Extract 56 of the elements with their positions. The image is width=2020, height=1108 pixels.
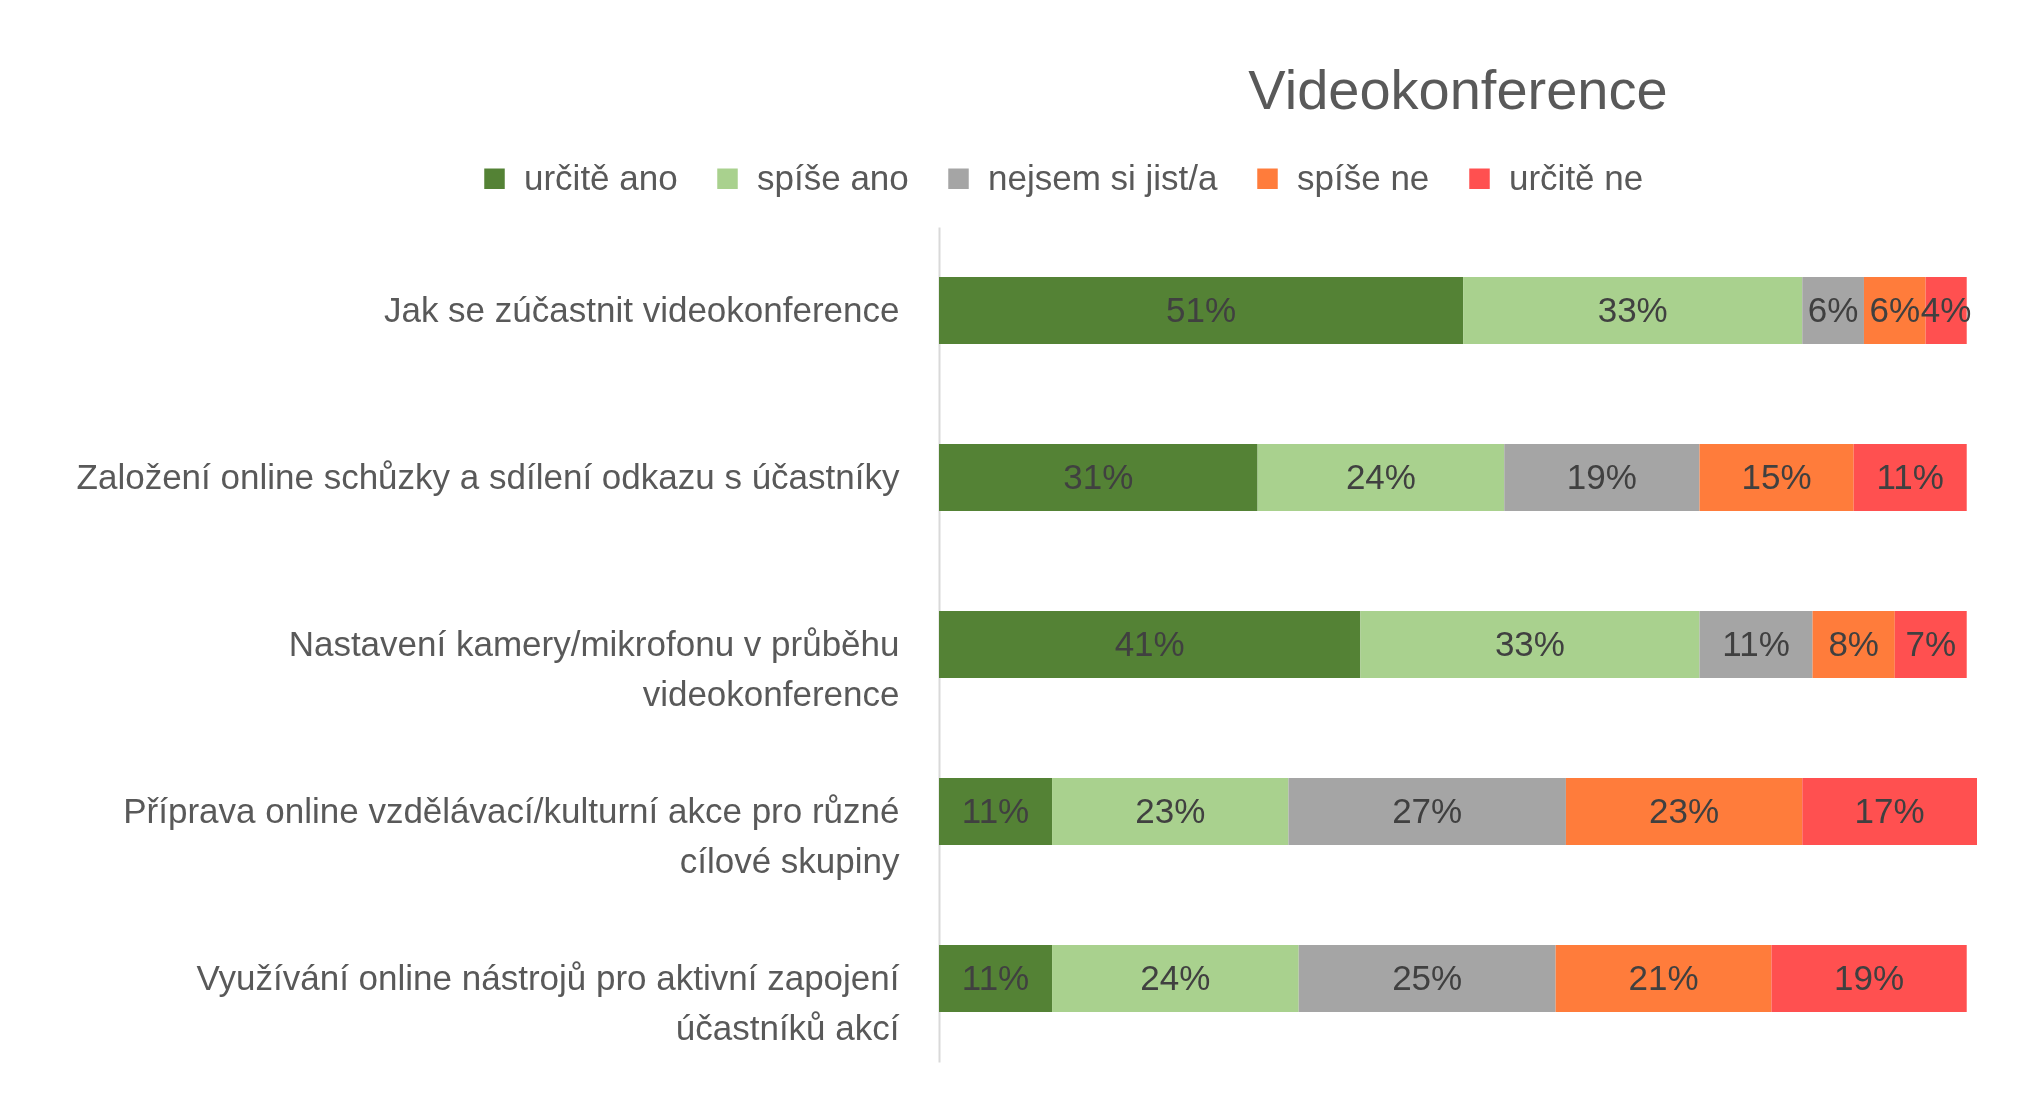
bar — [939, 444, 1258, 511]
bar — [1052, 778, 1289, 845]
bar — [1699, 611, 1813, 678]
bar — [1257, 444, 1505, 511]
data-label: 33% — [1494, 623, 1565, 663]
bar — [1771, 945, 1967, 1012]
y-tick-label: Založení online schůzky a sdílení odkazu s účastníky — [76, 456, 900, 496]
data-label: 41% — [1114, 623, 1185, 663]
bar — [939, 945, 1053, 1012]
data-label: 31% — [1063, 456, 1134, 496]
data-label: 17% — [1854, 790, 1925, 830]
chart-title: Videokonference — [1248, 58, 1668, 121]
bar — [1565, 778, 1803, 845]
data-label: 6% — [1869, 289, 1921, 329]
data-label: 11% — [961, 790, 1030, 830]
legend-label: určitě ne — [1509, 157, 1644, 197]
data-label: 6% — [1807, 289, 1859, 329]
data-label: 19% — [1834, 957, 1905, 997]
y-tick-label: Využívání online nástrojů pro aktivní zapojení účastníků akcí — [196, 957, 900, 1047]
legend-label: spíše ano — [757, 157, 909, 197]
bar — [939, 611, 1361, 678]
bar — [1802, 778, 1977, 845]
data-label: 24% — [1345, 456, 1416, 496]
bar — [939, 277, 1464, 344]
data-label: 8% — [1828, 623, 1879, 663]
data-label: 7% — [1905, 623, 1957, 663]
legend-label: určitě ano — [524, 157, 678, 197]
bar — [1699, 444, 1854, 511]
data-label: 11% — [1876, 456, 1944, 496]
data-label: 33% — [1597, 289, 1668, 329]
bar — [1504, 444, 1700, 511]
data-label: 11% — [961, 957, 1030, 997]
bar — [1853, 444, 1967, 511]
data-label: 27% — [1392, 790, 1463, 830]
y-tick-label: Příprava online vzdělávací/kulturní akce pro různé cílové skupiny — [123, 790, 900, 880]
y-tick-label: Jak se zúčastnit videokonference — [383, 289, 900, 329]
bar — [939, 778, 1053, 845]
bar — [1360, 611, 1700, 678]
data-label: 23% — [1649, 790, 1720, 830]
data-label: 19% — [1566, 456, 1637, 496]
data-label: 25% — [1392, 957, 1463, 997]
data-label: 21% — [1628, 957, 1699, 997]
data-label: 24% — [1140, 957, 1211, 997]
bar — [1298, 945, 1556, 1012]
bar — [1288, 778, 1566, 845]
data-label: 11% — [1722, 623, 1790, 663]
y-tick-label: Nastavení kamery/mikrofonu v průběhu videokonference — [288, 623, 900, 713]
legend-label: nejsem si jist/a — [988, 157, 1219, 197]
data-label: 15% — [1741, 456, 1812, 496]
legend-label: spíše ne — [1297, 157, 1430, 197]
data-label: 23% — [1135, 790, 1206, 830]
bar — [1052, 945, 1299, 1012]
bar — [1555, 945, 1772, 1012]
bar — [1463, 277, 1803, 344]
bar — [1894, 611, 1967, 678]
data-label: 51% — [1166, 289, 1237, 329]
